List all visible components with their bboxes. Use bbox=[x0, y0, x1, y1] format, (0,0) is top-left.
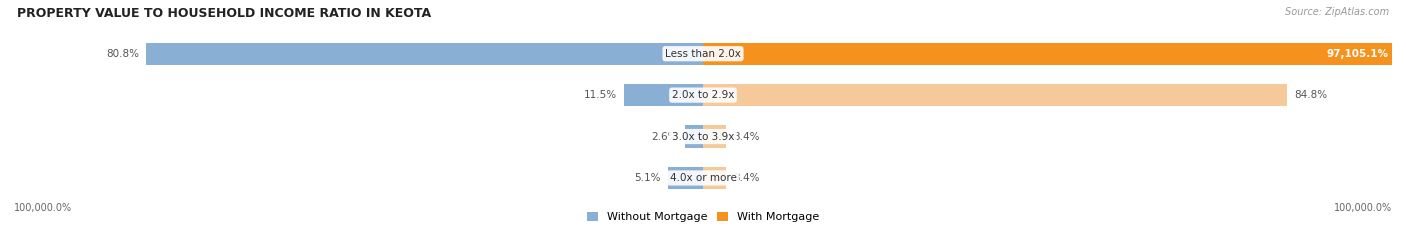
Bar bbox=[685, 125, 703, 148]
Text: 100,000.0%: 100,000.0% bbox=[1334, 203, 1392, 213]
Bar bbox=[703, 84, 1288, 106]
Text: 2.0x to 2.9x: 2.0x to 2.9x bbox=[672, 90, 734, 100]
Bar bbox=[703, 167, 727, 189]
Bar bbox=[624, 84, 703, 106]
Text: 3.4%: 3.4% bbox=[734, 173, 759, 183]
Text: 4.0x or more: 4.0x or more bbox=[669, 173, 737, 183]
Legend: Without Mortgage, With Mortgage: Without Mortgage, With Mortgage bbox=[582, 208, 824, 227]
Text: 100,000.0%: 100,000.0% bbox=[14, 203, 72, 213]
Bar bbox=[703, 43, 1392, 65]
Text: PROPERTY VALUE TO HOUSEHOLD INCOME RATIO IN KEOTA: PROPERTY VALUE TO HOUSEHOLD INCOME RATIO… bbox=[17, 7, 432, 20]
Text: 80.8%: 80.8% bbox=[107, 49, 139, 59]
Text: 3.4%: 3.4% bbox=[734, 132, 759, 142]
Text: Less than 2.0x: Less than 2.0x bbox=[665, 49, 741, 59]
Bar bbox=[703, 125, 727, 148]
Text: 3.0x to 3.9x: 3.0x to 3.9x bbox=[672, 132, 734, 142]
Text: Source: ZipAtlas.com: Source: ZipAtlas.com bbox=[1285, 7, 1389, 17]
Text: 5.1%: 5.1% bbox=[634, 173, 661, 183]
Bar bbox=[668, 167, 703, 189]
Text: 2.6%: 2.6% bbox=[652, 132, 678, 142]
Text: 11.5%: 11.5% bbox=[583, 90, 617, 100]
Text: 84.8%: 84.8% bbox=[1294, 90, 1327, 100]
Bar bbox=[146, 43, 703, 65]
Text: 97,105.1%: 97,105.1% bbox=[1326, 49, 1389, 59]
